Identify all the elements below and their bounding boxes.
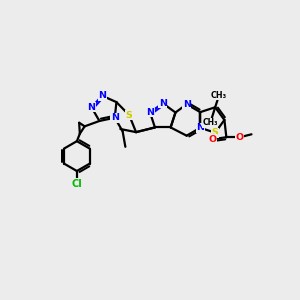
Text: N: N bbox=[159, 99, 167, 108]
Text: CH₃: CH₃ bbox=[211, 91, 227, 100]
Text: Cl: Cl bbox=[71, 178, 82, 189]
Text: N: N bbox=[98, 91, 106, 100]
Text: S: S bbox=[126, 111, 133, 120]
Text: O: O bbox=[236, 133, 244, 142]
Text: N: N bbox=[146, 108, 154, 117]
Text: N: N bbox=[88, 103, 96, 112]
Text: CH₃: CH₃ bbox=[202, 118, 218, 127]
Text: N: N bbox=[196, 123, 204, 132]
Text: N: N bbox=[111, 113, 119, 122]
Text: N: N bbox=[183, 100, 190, 109]
Text: S: S bbox=[212, 128, 218, 137]
Text: O: O bbox=[208, 135, 216, 144]
